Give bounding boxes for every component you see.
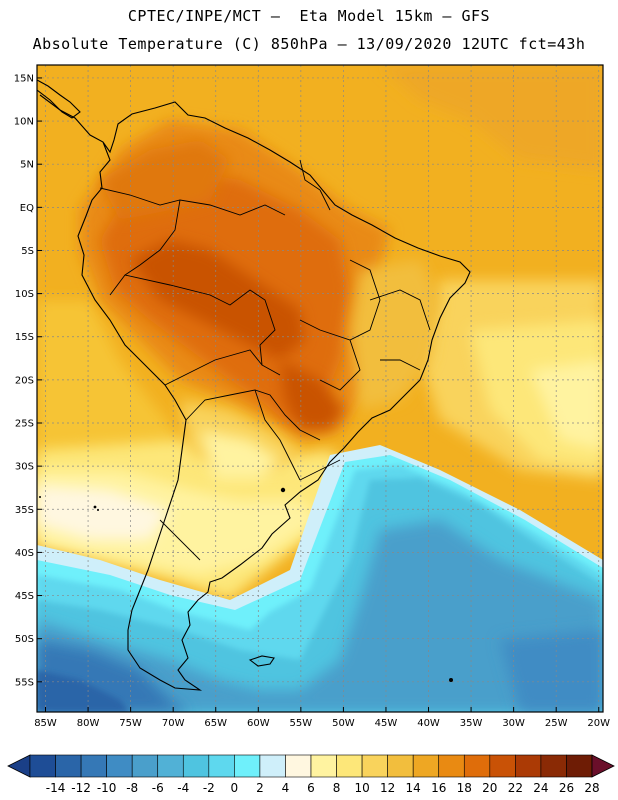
lat-label: 15N	[14, 73, 34, 84]
lon-label: 20W	[587, 718, 610, 729]
lon-label: 80W	[77, 718, 100, 729]
lat-label: 15S	[15, 332, 34, 343]
field-atlantic-pale	[530, 360, 603, 450]
colorbar-swatch	[336, 754, 363, 778]
colorbar-label: -12	[71, 781, 91, 795]
lat-label: 5N	[20, 160, 34, 171]
map-gridlines	[37, 65, 603, 712]
colorbar-label: 20	[482, 781, 497, 795]
lon-label: 55W	[290, 718, 313, 729]
colorbar-swatch	[515, 754, 542, 778]
axis-ticks: 15N 10N 5N EQ 5S 10S 15S 20S 25S 30S 35S 40S 45S 50S 5…	[14, 73, 610, 729]
field-cold-blue4	[37, 670, 130, 712]
colorbar: -14 -12 -10 -8 -6 -4 -2 0 2 4 6 8 10 12 14 16 18 20 22 24 26…	[7, 754, 615, 795]
lon-label: 85W	[34, 718, 57, 729]
field-orange-ne	[380, 65, 603, 170]
colorbar-swatch	[285, 754, 312, 778]
colorbar-swatch	[566, 754, 593, 778]
lon-label: 60W	[247, 718, 270, 729]
colorbar-label: 12	[380, 781, 395, 795]
colorbar-label: 0	[231, 781, 239, 795]
colorbar-label: 6	[307, 781, 315, 795]
lat-label: 55S	[15, 677, 34, 688]
colorbar-swatch	[540, 754, 567, 778]
field-land-north	[100, 140, 230, 220]
colorbar-swatch	[29, 754, 56, 778]
field-land-red	[130, 240, 305, 360]
colorbar-label: 10	[354, 781, 369, 795]
colorbar-swatch	[234, 754, 261, 778]
lon-label: 65W	[204, 718, 227, 729]
colorbar-swatch	[157, 754, 184, 778]
colorbar-swatch	[463, 754, 491, 778]
lon-label: 30W	[502, 718, 525, 729]
colorbar-label: 16	[431, 781, 446, 795]
lat-label: 10S	[15, 289, 34, 300]
field-ne-brazil	[350, 260, 440, 410]
lat-label: 30S	[15, 462, 34, 473]
colorbar-swatch	[106, 754, 133, 778]
lon-label: 70W	[162, 718, 185, 729]
colorbar-swatch	[438, 754, 465, 778]
colorbar-label: 22	[508, 781, 523, 795]
lat-label: 50S	[15, 634, 34, 645]
lat-label: 25S	[15, 419, 34, 430]
lat-label: EQ	[20, 203, 34, 214]
colorbar-label: -8	[126, 781, 138, 795]
colorbar-label: -10	[97, 781, 117, 795]
colorbar-label: 4	[282, 781, 290, 795]
small-islands	[39, 487, 453, 682]
colorbar-label: 26	[559, 781, 574, 795]
colorbar-label: -6	[152, 781, 164, 795]
colorbar-swatch	[131, 754, 159, 778]
field-land-red-south	[280, 360, 345, 430]
colorbar-label: 2	[256, 781, 264, 795]
colorbar-label: 18	[457, 781, 472, 795]
colorbar-right-arrow	[591, 754, 615, 778]
south-america-coastline	[39, 94, 471, 691]
temperature-field	[37, 65, 603, 712]
lon-label: 45W	[375, 718, 398, 729]
colorbar-swatch	[361, 754, 388, 778]
field-south-cream	[37, 485, 170, 540]
colorbar-swatch	[259, 754, 286, 778]
colorbar-label: 8	[333, 781, 341, 795]
colorbar-swatch	[208, 754, 235, 778]
lon-label: 40W	[417, 718, 440, 729]
colorbar-label: -4	[177, 781, 189, 795]
colorbar-swatch	[387, 754, 414, 778]
lon-label: 25W	[545, 718, 568, 729]
map-subtitle: Absolute Temperature (C) 850hPa – 13/09/…	[32, 35, 586, 53]
field-cold-blue2	[37, 520, 603, 712]
colorbar-swatch	[80, 754, 107, 778]
field-cold-blue5	[500, 630, 603, 712]
central-america-coastline	[37, 79, 81, 119]
lat-label: 40S	[15, 548, 34, 559]
colorbar-swatch	[55, 754, 82, 778]
country-borders	[99, 159, 431, 561]
lon-label: 35W	[460, 718, 483, 729]
lat-label: 20S	[15, 375, 34, 386]
colorbar-label: -14	[46, 781, 66, 795]
falklands-outline	[248, 655, 275, 667]
colorbar-label: 28	[584, 781, 599, 795]
colorbar-left-arrow	[7, 754, 31, 778]
lat-label: 5S	[21, 246, 34, 257]
field-pampas-pale	[200, 430, 280, 480]
lon-label: 50W	[332, 718, 355, 729]
lat-label: 10N	[14, 117, 34, 128]
colorbar-label: 24	[533, 781, 548, 795]
lon-label: 75W	[119, 718, 142, 729]
colorbar-swatch	[412, 754, 440, 778]
map-title: CPTEC/INPE/MCT – Eta Model 15km – GFS	[127, 7, 491, 25]
colorbar-swatch	[310, 754, 337, 778]
colorbar-swatch	[182, 754, 210, 778]
lat-label: 45S	[15, 591, 34, 602]
colorbar-label: 14	[406, 781, 421, 795]
lat-label: 35S	[15, 505, 34, 516]
colorbar-swatch	[489, 754, 516, 778]
map-frame	[36, 64, 604, 713]
colorbar-label: -2	[203, 781, 215, 795]
